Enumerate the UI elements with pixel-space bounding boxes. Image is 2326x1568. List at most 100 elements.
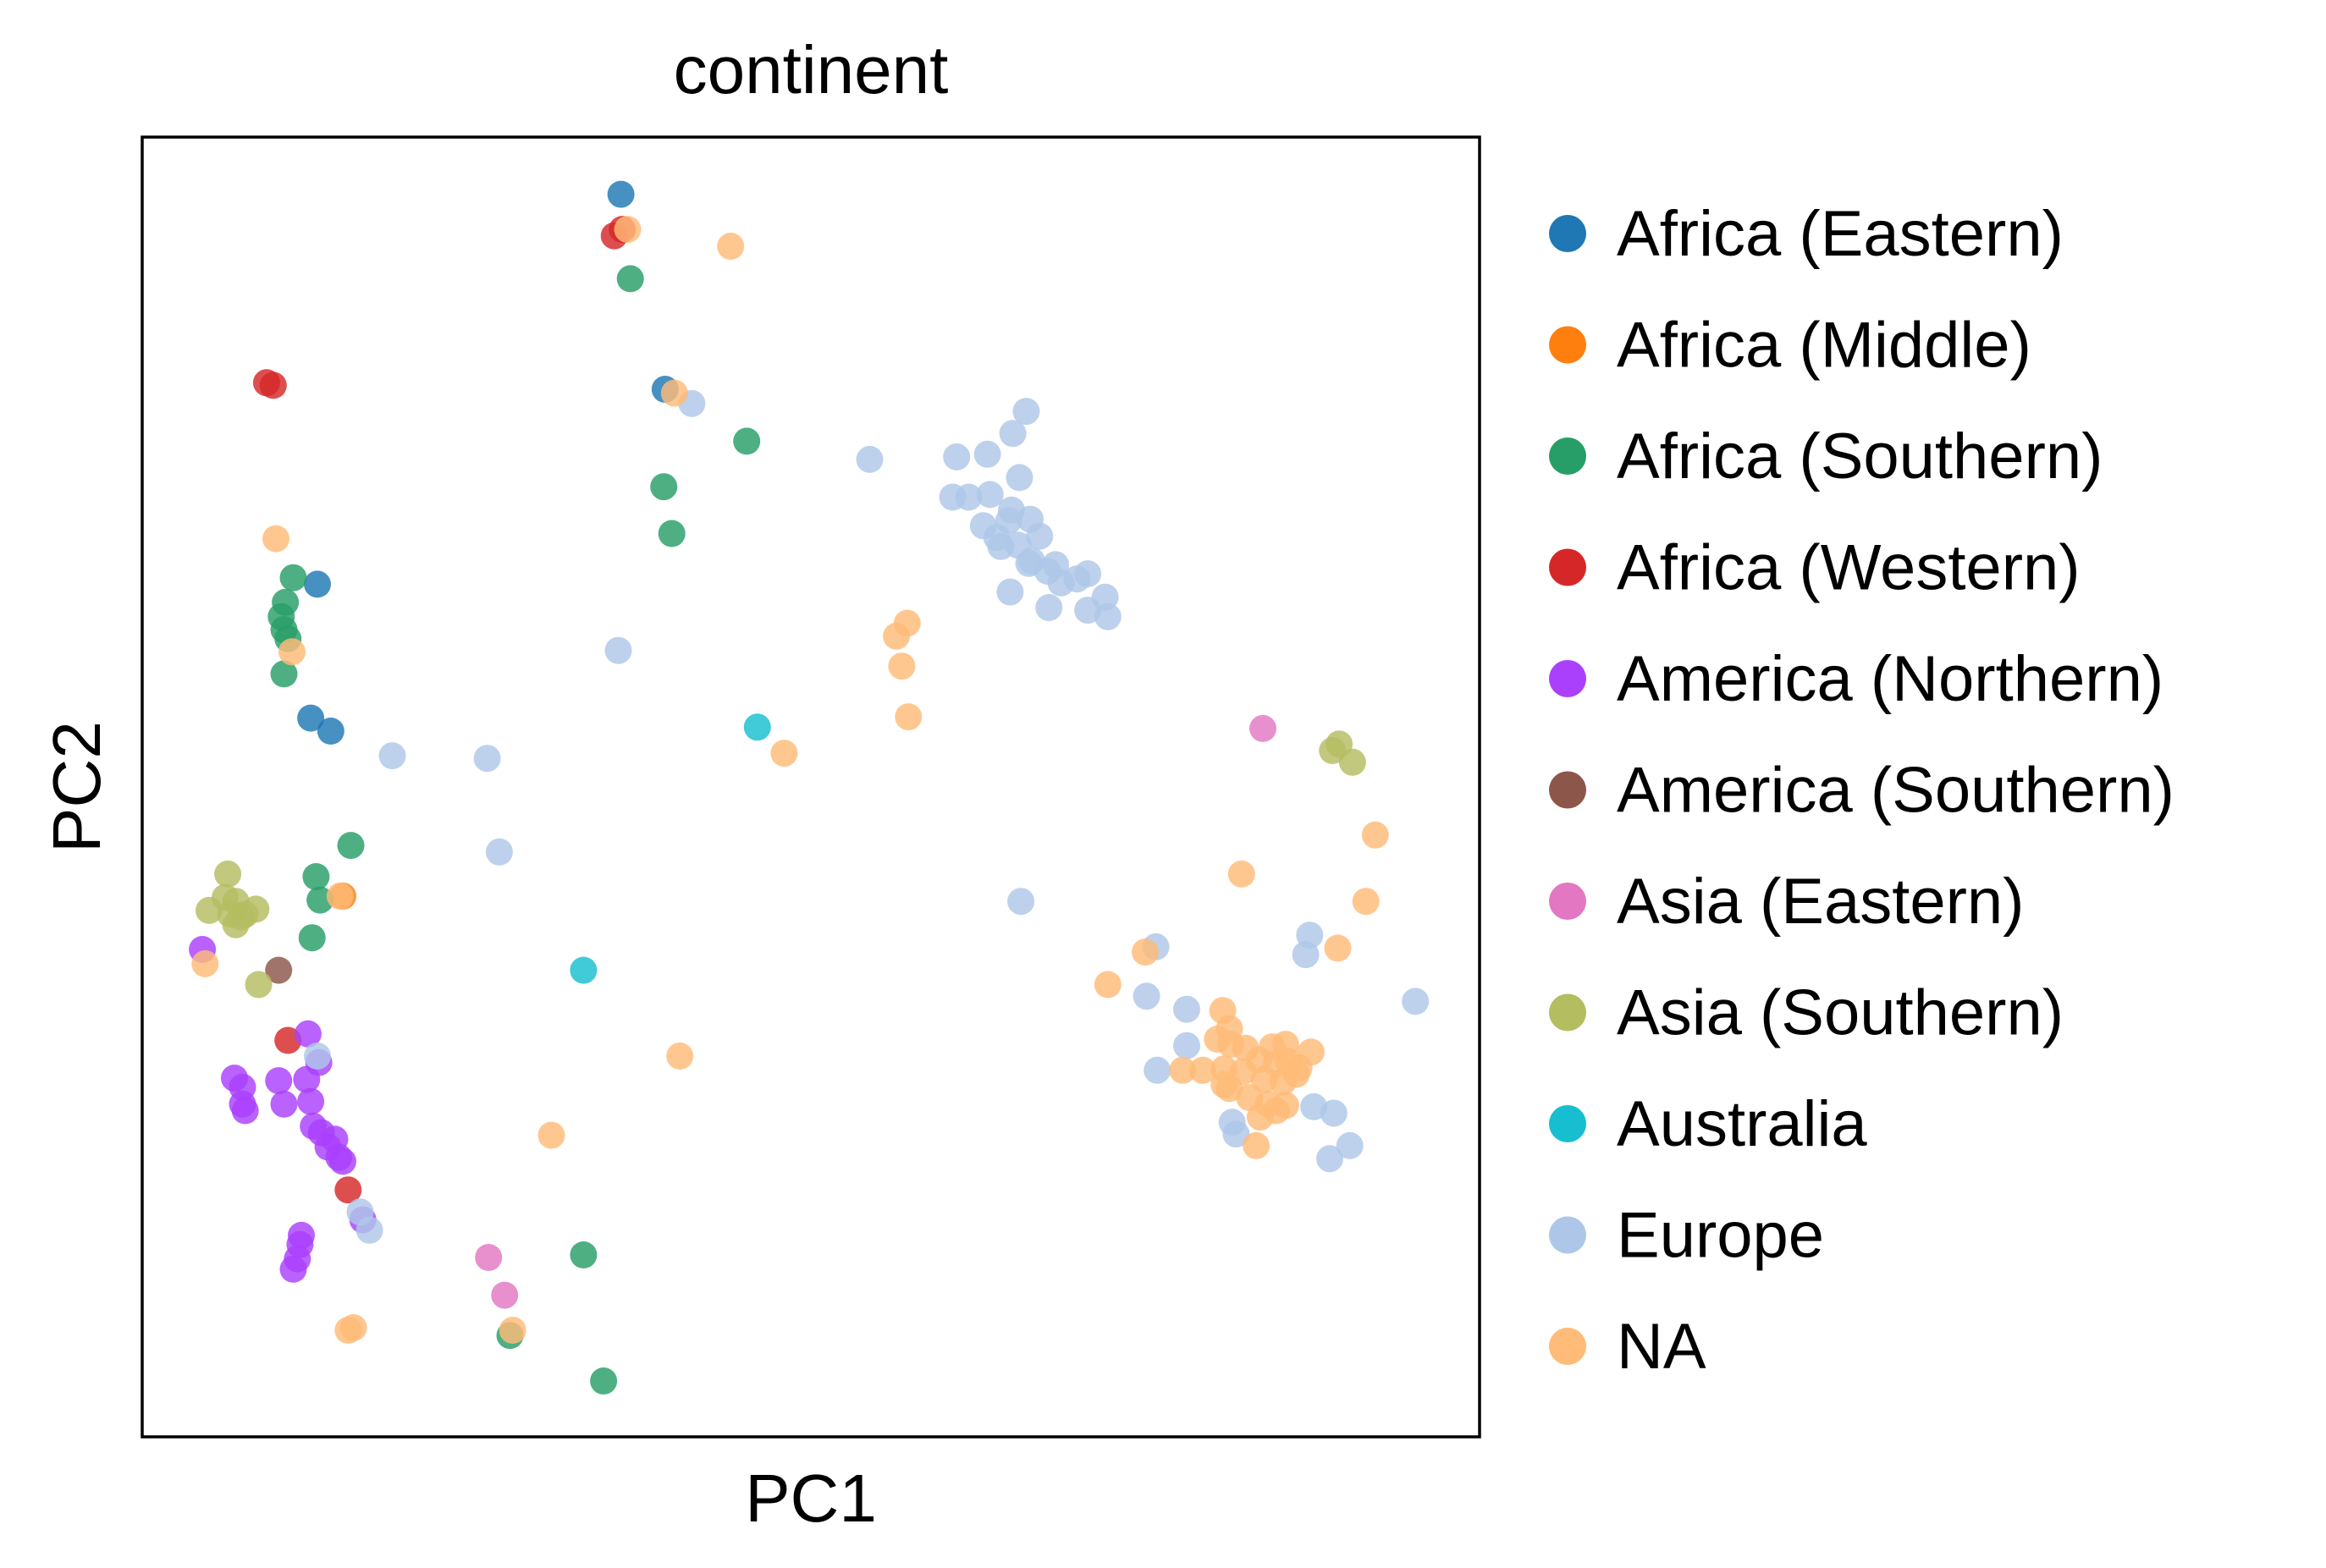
series-asia-eastern xyxy=(475,714,1276,1309)
y-axis-label: PC2 xyxy=(39,721,114,853)
data-point-europe-31 xyxy=(378,742,406,770)
data-point-africa-southern-0 xyxy=(616,265,644,293)
data-point-america-northern-5 xyxy=(265,1067,293,1095)
data-point-europe-39 xyxy=(1402,988,1430,1015)
data-point-europe-24 xyxy=(996,578,1024,606)
data-point-america-northern-16 xyxy=(294,1020,322,1048)
data-point-europe-51 xyxy=(356,1216,383,1244)
data-point-europe-48 xyxy=(1316,1145,1343,1173)
legend-label-asia-southern: Asia (Southern) xyxy=(1617,977,2064,1049)
data-point-africa-southern-14 xyxy=(570,1241,598,1268)
data-point-europe-3 xyxy=(943,443,971,470)
data-point-europe-49 xyxy=(304,1043,331,1070)
data-point-na-6 xyxy=(883,622,911,650)
data-point-europe-37 xyxy=(1292,941,1320,969)
data-point-asia-eastern-0 xyxy=(1249,714,1276,742)
data-point-europe-33 xyxy=(485,838,513,866)
data-point-europe-5 xyxy=(976,481,1004,509)
data-point-africa-southern-1 xyxy=(733,427,761,455)
legend-label-na: NA xyxy=(1617,1311,1706,1383)
data-point-na-35 xyxy=(1282,1060,1310,1088)
legend-marker-na xyxy=(1549,1328,1586,1365)
data-point-asia-eastern-2 xyxy=(491,1281,519,1309)
plot-frame xyxy=(141,135,1481,1439)
data-point-africa-eastern-0 xyxy=(607,180,635,208)
data-point-africa-eastern-3 xyxy=(297,704,325,732)
legend-marker-asia-eastern xyxy=(1549,883,1586,920)
series-na xyxy=(191,216,1389,1344)
data-point-europe-1 xyxy=(999,420,1027,448)
data-point-europe-47 xyxy=(1336,1131,1364,1159)
data-point-europe-46 xyxy=(1222,1120,1250,1148)
data-point-europe-27 xyxy=(1094,602,1122,630)
data-point-na-30 xyxy=(1188,1056,1216,1084)
data-point-europe-2 xyxy=(973,440,1001,468)
legend-item-america-northern: America (Northern) xyxy=(1549,643,2163,715)
data-point-na-17 xyxy=(191,949,219,977)
data-point-europe-28 xyxy=(856,445,884,473)
data-point-na-4 xyxy=(278,638,306,666)
legend-marker-asia-southern xyxy=(1549,993,1586,1032)
legend: Africa (Eastern) Africa (Middle) Africa (S… xyxy=(1549,198,2174,1383)
data-point-na-3 xyxy=(262,525,289,553)
data-point-europe-25 xyxy=(1035,594,1063,621)
series-america-southern xyxy=(265,956,293,984)
legend-marker-america-southern xyxy=(1549,771,1586,809)
data-point-america-northern-6 xyxy=(270,1090,298,1118)
x-axis-label: PC1 xyxy=(745,1461,877,1536)
data-point-europe-7 xyxy=(939,483,967,511)
legend-label-africa-southern: Africa (Southern) xyxy=(1617,421,2103,492)
legend-label-australia: Australia xyxy=(1617,1088,1867,1160)
data-point-na-46 xyxy=(537,1121,565,1149)
data-point-europe-34 xyxy=(1007,888,1035,916)
chart-title: continent xyxy=(674,32,949,107)
data-point-america-northern-14 xyxy=(329,1147,356,1175)
data-point-na-9 xyxy=(770,740,798,767)
legend-item-asia-southern: Asia (Southern) xyxy=(1549,977,2064,1049)
legend-item-africa-western: Africa (Western) xyxy=(1549,532,2081,604)
legend-label-europe: Europe xyxy=(1617,1200,1824,1272)
data-point-na-41 xyxy=(1262,1097,1290,1125)
data-point-asia-eastern-1 xyxy=(475,1244,503,1271)
data-point-na-45 xyxy=(666,1043,694,1070)
data-point-africa-southern-2 xyxy=(650,473,678,501)
data-point-na-10 xyxy=(1361,821,1389,849)
legend-label-america-northern: America (Northern) xyxy=(1617,643,2163,715)
legend-label-asia-eastern: Asia (Eastern) xyxy=(1617,866,2025,938)
data-point-africa-southern-12 xyxy=(306,886,334,914)
legend-marker-africa-western xyxy=(1549,548,1586,586)
data-point-europe-30 xyxy=(604,636,632,664)
data-point-africa-southern-9 xyxy=(270,660,298,688)
data-point-asia-southern-11 xyxy=(222,911,250,938)
data-point-na-16 xyxy=(326,883,354,910)
series-australia xyxy=(570,713,771,984)
data-point-europe-44 xyxy=(1320,1099,1348,1127)
data-point-asia-southern-1 xyxy=(1319,737,1347,764)
data-point-asia-southern-2 xyxy=(1338,748,1366,776)
points-layer xyxy=(189,180,1430,1395)
data-point-europe-32 xyxy=(473,745,501,773)
data-point-africa-eastern-2 xyxy=(304,570,331,598)
data-point-europe-4 xyxy=(1006,464,1033,492)
data-point-africa-southern-16 xyxy=(590,1367,618,1395)
data-point-na-14 xyxy=(1132,938,1159,966)
data-point-asia-southern-3 xyxy=(214,860,242,888)
data-point-asia-southern-12 xyxy=(245,971,273,999)
legend-marker-africa-southern xyxy=(1549,437,1586,475)
data-point-na-44 xyxy=(1169,1056,1197,1084)
legend-label-africa-western: Africa (Western) xyxy=(1617,532,2081,604)
data-point-africa-southern-3 xyxy=(658,520,686,547)
data-point-africa-western-3 xyxy=(259,371,287,399)
data-point-europe-38 xyxy=(1133,982,1160,1010)
data-point-na-1 xyxy=(717,233,745,260)
series-asia-southern xyxy=(196,730,1366,999)
data-point-africa-southern-4 xyxy=(279,564,307,591)
legend-marker-australia xyxy=(1549,1105,1586,1142)
data-point-na-13 xyxy=(1324,934,1352,962)
legend-marker-africa-eastern xyxy=(1549,215,1586,252)
legend-item-america-southern: America (Southern) xyxy=(1549,755,2174,827)
data-point-europe-22 xyxy=(1047,569,1075,597)
data-point-australia-0 xyxy=(743,713,771,741)
data-point-asia-southern-10 xyxy=(242,895,270,923)
legend-marker-america-northern xyxy=(1549,660,1586,697)
